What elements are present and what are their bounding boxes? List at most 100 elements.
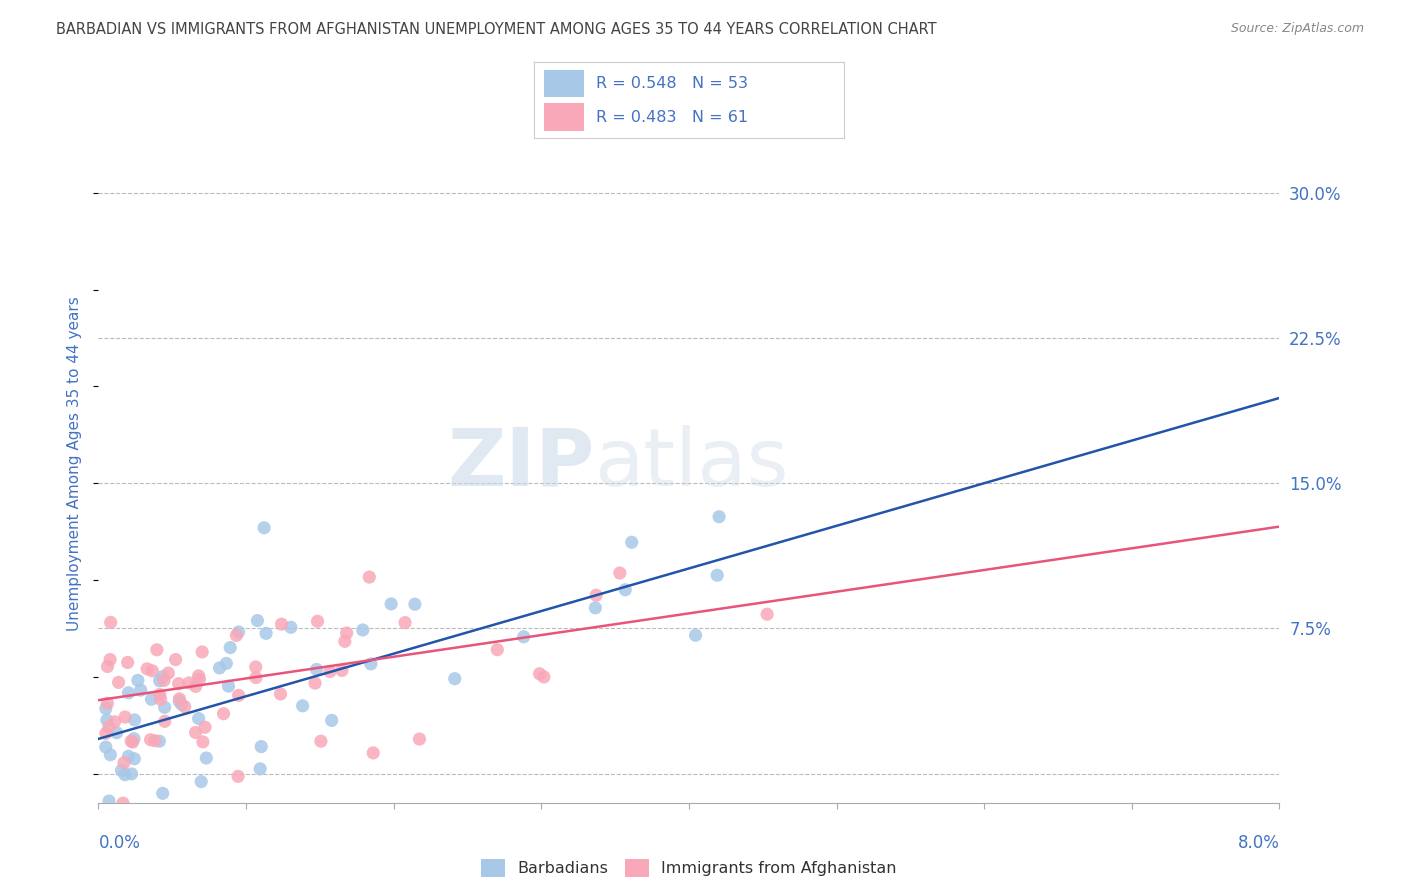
Point [170,698,193,712]
Y-axis label: Unemployment Among Ages 35 to 44 years: Unemployment Among Ages 35 to 44 years [67,296,83,632]
Point [408,732,430,747]
Point [94,701,117,715]
Point [121,767,143,781]
Point [152,669,174,683]
Point [394,615,416,630]
Point [443,672,465,686]
Point [291,698,314,713]
Point [269,687,291,701]
Point [129,683,152,698]
Text: Source: ZipAtlas.com: Source: ZipAtlas.com [1230,22,1364,36]
Point [121,735,143,749]
Point [321,714,343,728]
Point [114,710,136,724]
FancyBboxPatch shape [544,70,583,97]
Point [117,749,139,764]
Point [246,614,269,628]
Point [756,607,779,622]
Point [136,662,159,676]
Point [583,600,606,615]
Point [226,769,249,783]
Point [404,597,426,611]
Point [96,659,118,673]
Point [148,734,170,748]
Point [153,714,176,729]
Point [184,725,207,739]
Point [152,786,174,800]
Point [173,699,195,714]
Point [177,676,200,690]
Point [707,509,730,524]
Point [191,645,214,659]
Point [280,620,302,634]
Point [305,662,328,676]
Point [529,666,551,681]
Point [336,626,359,640]
Point [609,566,631,580]
Point [139,732,162,747]
Point [124,713,146,727]
Point [245,671,267,685]
Point [319,665,342,679]
Text: BARBADIAN VS IMMIGRANTS FROM AFGHANISTAN UNEMPLOYMENT AMONG AGES 35 TO 44 YEARS : BARBADIAN VS IMMIGRANTS FROM AFGHANISTAN… [56,22,936,37]
Point [117,656,139,670]
Point [165,652,187,666]
Point [98,747,121,762]
Point [110,764,132,778]
Text: atlas: atlas [595,425,789,503]
Point [96,696,118,710]
Point [685,628,707,642]
Point [117,686,139,700]
Point [307,614,329,628]
Point [330,664,353,678]
Point [100,615,122,630]
Text: R = 0.483   N = 61: R = 0.483 N = 61 [596,110,748,125]
Point [190,774,212,789]
Point [98,794,121,808]
Point [380,597,402,611]
Point [361,746,384,760]
Point [98,652,121,666]
Point [212,706,235,721]
Point [187,712,209,726]
Point [195,751,218,765]
Point [94,739,117,754]
Point [512,630,534,644]
Point [153,700,176,714]
Point [359,570,381,584]
Point [215,657,238,671]
Point [270,617,292,632]
Point [120,734,142,748]
Point [188,673,211,687]
Point [169,691,191,706]
Point [141,692,163,706]
Point [228,625,250,640]
Point [614,582,637,597]
Text: ZIP: ZIP [447,425,595,503]
Point [304,676,326,690]
Point [225,628,247,642]
Point [486,642,509,657]
Point [143,733,166,747]
Point [208,661,231,675]
Point [167,676,190,690]
Point [149,673,172,688]
Point [97,720,120,734]
Legend: Barbadians, Immigrants from Afghanistan: Barbadians, Immigrants from Afghanistan [475,853,903,883]
FancyBboxPatch shape [544,103,583,130]
Point [105,725,128,739]
Point [250,739,273,754]
Point [149,692,172,706]
Point [217,679,239,693]
Point [96,713,118,727]
Point [585,588,607,602]
Text: 0.0%: 0.0% [98,834,141,852]
Point [107,675,129,690]
Point [127,673,149,688]
Point [620,535,643,549]
Point [146,642,169,657]
Point [191,735,214,749]
Point [111,796,134,810]
Text: 8.0%: 8.0% [1237,834,1279,852]
Point [333,634,356,648]
